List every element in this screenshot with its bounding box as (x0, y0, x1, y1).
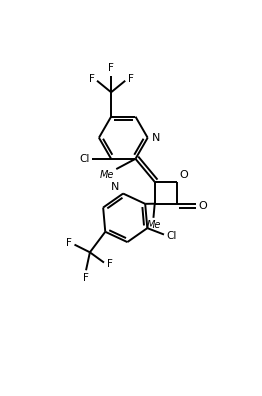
Text: N: N (111, 182, 119, 192)
Text: F: F (107, 259, 112, 269)
Text: Cl: Cl (167, 231, 177, 241)
Text: N: N (151, 133, 160, 143)
Text: O: O (198, 200, 207, 211)
Text: F: F (128, 74, 134, 84)
Text: F: F (83, 273, 89, 283)
Text: O: O (179, 170, 188, 180)
Text: Cl: Cl (79, 154, 89, 164)
Text: Me: Me (99, 170, 114, 180)
Text: Me: Me (146, 220, 161, 230)
Text: F: F (89, 74, 95, 84)
Text: F: F (66, 238, 72, 248)
Text: F: F (108, 63, 114, 73)
